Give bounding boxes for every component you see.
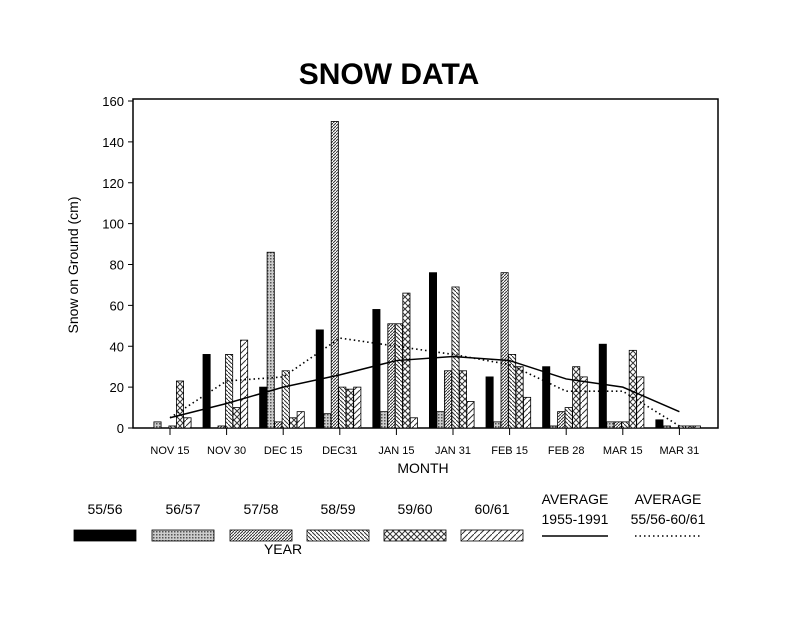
legend-swatch <box>151 529 215 542</box>
bar-60-61-5 <box>466 401 475 429</box>
y-tick-label: 100 <box>102 217 124 232</box>
legend-swatch <box>73 529 137 542</box>
bar-57-58-4 <box>387 323 396 429</box>
bar-60-61-2 <box>296 411 305 429</box>
legend-swatch <box>229 529 293 542</box>
bar-58-59-9 <box>677 425 686 429</box>
bar-55-56-7 <box>542 366 551 429</box>
legend-label: AVERAGE <box>635 491 702 507</box>
bar-55-56-5 <box>428 272 437 429</box>
x-tick-label: FEB 15 <box>491 445 528 457</box>
x-tick-label: JAN 31 <box>435 445 471 457</box>
legend-label: 55/56 <box>87 501 122 517</box>
bar-59-60-2 <box>289 417 298 429</box>
bar-59-60-0 <box>175 380 184 429</box>
bar-56-57-4 <box>379 411 388 429</box>
bar-59-60-6 <box>515 366 524 429</box>
bar-56-57-6 <box>493 421 502 429</box>
bar-58-59-2 <box>281 370 290 429</box>
x-tick-label: MAR 15 <box>603 445 643 457</box>
bar-57-58-7 <box>557 411 566 429</box>
bar-59-60-7 <box>572 366 581 429</box>
x-tick-label: MAR 31 <box>660 445 700 457</box>
bar-58-59-3 <box>338 386 347 429</box>
y-axis-label: Snow on Ground (cm) <box>65 197 81 334</box>
bar-59-60-9 <box>685 425 694 429</box>
x-tick-label: JAN 15 <box>378 445 414 457</box>
bar-58-59-0 <box>168 425 177 429</box>
bar-58-59-1 <box>225 354 234 429</box>
legend-swatch <box>383 529 447 542</box>
bar-58-59-7 <box>564 407 573 429</box>
legend-swatch <box>460 529 524 542</box>
bar-56-57-0 <box>153 421 162 429</box>
bar-60-61-3 <box>353 386 362 429</box>
bar-58-59-8 <box>621 421 630 429</box>
legend-label: 60/61 <box>474 501 509 517</box>
bar-56-57-7 <box>549 425 558 429</box>
y-tick-label: 60 <box>110 298 124 313</box>
bar-59-60-1 <box>232 407 241 429</box>
bar-60-61-6 <box>523 396 532 429</box>
y-tick-label: 0 <box>117 421 124 436</box>
bar-56-57-5 <box>436 411 445 429</box>
bar-55-56-1 <box>202 354 211 429</box>
legend-label: 56/57 <box>165 501 200 517</box>
plot-frame <box>132 98 719 429</box>
bar-57-58-8 <box>613 421 622 429</box>
x-tick-label: FEB 28 <box>548 445 585 457</box>
bar-56-57-2 <box>266 251 275 429</box>
y-tick-label: 80 <box>110 258 124 273</box>
bar-60-61-1 <box>240 339 249 429</box>
bar-60-61-4 <box>409 417 418 429</box>
bar-55-56-8 <box>598 343 607 429</box>
bar-58-59-4 <box>394 323 403 429</box>
bar-56-57-8 <box>606 421 615 429</box>
bar-59-60-3 <box>345 388 354 429</box>
y-tick-label: 140 <box>102 135 124 150</box>
legend-label: 58/59 <box>320 501 355 517</box>
bar-55-56-6 <box>485 376 494 429</box>
legend-label: 1955-1991 <box>542 511 609 527</box>
bar-57-58-5 <box>443 370 452 429</box>
bar-55-56-9 <box>655 419 664 429</box>
bar-56-57-3 <box>323 413 332 429</box>
legend-swatch <box>306 529 370 542</box>
y-tick-label: 40 <box>110 339 124 354</box>
bar-57-58-6 <box>500 272 509 429</box>
x-tick-label: NOV 30 <box>207 445 246 457</box>
x-axis-label: MONTH <box>397 460 448 476</box>
y-tick-label: 20 <box>110 380 124 395</box>
legend-label: AVERAGE <box>542 491 609 507</box>
x-tick-label: DEC31 <box>322 445 357 457</box>
bar-59-60-5 <box>458 370 467 429</box>
y-tick-label: 120 <box>102 176 124 191</box>
bar-60-61-0 <box>183 417 192 429</box>
x-tick-label: NOV 15 <box>150 445 189 457</box>
x-tick-label: DEC 15 <box>264 445 303 457</box>
bar-56-57-9 <box>662 425 671 429</box>
legend-label: 59/60 <box>397 501 432 517</box>
line-dotted-average <box>169 337 680 427</box>
bar-55-56-4 <box>372 309 381 429</box>
legend-label: 55/56-60/61 <box>631 511 706 527</box>
y-tick-label: 160 <box>102 94 124 109</box>
bar-57-58-3 <box>330 121 339 429</box>
bar-60-61-7 <box>579 376 588 429</box>
bar-57-58-1 <box>217 425 226 429</box>
chart-title: SNOW DATA <box>299 58 480 91</box>
bar-57-58-2 <box>274 421 283 429</box>
legend-label: 57/58 <box>243 501 278 517</box>
legend-title: YEAR <box>264 541 302 557</box>
bar-59-60-8 <box>628 349 637 429</box>
line-solid-average <box>169 355 680 419</box>
bar-60-61-9 <box>692 425 701 429</box>
